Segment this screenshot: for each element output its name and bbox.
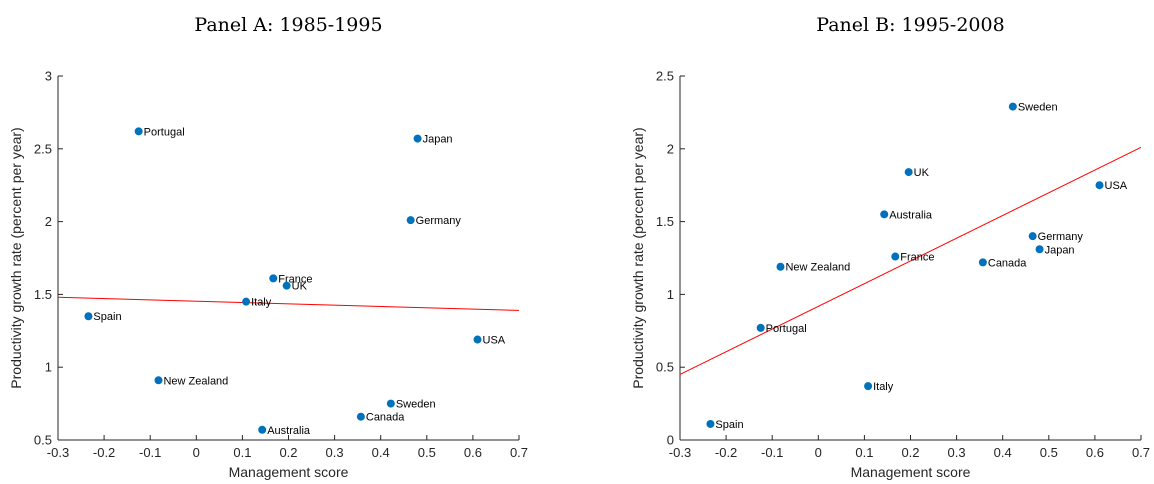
chart-title: Panel B: 1995-2008 xyxy=(816,14,1004,36)
data-point xyxy=(978,258,987,267)
x-tick-label: -0.1 xyxy=(761,445,783,460)
data-point xyxy=(904,168,913,177)
point-label: Japan xyxy=(423,134,453,146)
point-label: Italy xyxy=(251,297,272,309)
x-tick-label: 0 xyxy=(815,445,822,460)
data-point xyxy=(473,335,482,344)
y-tick-label: 2.5 xyxy=(656,69,674,84)
data-point xyxy=(1028,232,1037,241)
point-label: Italy xyxy=(873,381,894,393)
point-label: Australia xyxy=(889,209,933,221)
y-tick-label: 3 xyxy=(45,69,52,84)
point-label: New Zealand xyxy=(163,375,228,387)
point-label: USA xyxy=(1105,180,1128,192)
point-label: Germany xyxy=(1038,231,1084,243)
data-point xyxy=(1095,181,1104,190)
point-label: Spain xyxy=(715,419,743,431)
y-tick-label: 1 xyxy=(667,287,674,302)
point-label: Australia xyxy=(267,425,311,437)
x-tick-label: 0.6 xyxy=(1086,445,1104,460)
point-label: Canada xyxy=(366,412,405,424)
point-label: Canada xyxy=(988,257,1027,269)
data-point xyxy=(154,376,163,385)
data-point xyxy=(134,127,143,136)
point-label: Sweden xyxy=(396,399,436,411)
fit-line xyxy=(57,296,520,311)
data-point xyxy=(242,297,251,306)
y-tick-label: 2 xyxy=(667,141,674,156)
data-point xyxy=(880,210,889,219)
y-tick-label: 2 xyxy=(45,214,52,229)
x-tick-label: -0.3 xyxy=(669,445,691,460)
data-point xyxy=(282,281,291,290)
point-label: Portugal xyxy=(766,323,807,335)
data-point xyxy=(706,419,715,428)
x-tick-label: 0.2 xyxy=(279,445,297,460)
x-tick-label: 0.3 xyxy=(948,445,966,460)
x-axis-label: Management score xyxy=(229,464,349,480)
y-axis-label: Productivity growth rate (percent per ye… xyxy=(630,127,646,388)
point-label: Sweden xyxy=(1018,102,1058,114)
x-tick-label: 0.5 xyxy=(418,445,436,460)
x-tick-label: 0.4 xyxy=(994,445,1012,460)
point-label: Germany xyxy=(416,215,462,227)
x-tick-label: 0.5 xyxy=(1040,445,1058,460)
y-tick-label: 0.5 xyxy=(656,360,674,375)
y-tick-label: 0.5 xyxy=(34,433,52,448)
x-tick-label: 0.1 xyxy=(233,445,251,460)
chart-title: Panel A: 1985-1995 xyxy=(194,14,382,36)
x-tick-label: 0.3 xyxy=(326,445,344,460)
chart-panel-b: Panel B: 1995-2008 -0.3 -0.2 -0.1 0 0.1 0.2 0.3… xyxy=(630,14,1150,480)
y-tick-label: 1.5 xyxy=(34,287,52,302)
point-label: UK xyxy=(914,167,930,179)
x-tick-label: 0.4 xyxy=(372,445,390,460)
data-point xyxy=(1035,245,1044,254)
x-tick-label: -0.1 xyxy=(139,445,161,460)
data-point xyxy=(269,274,278,283)
x-tick-label: -0.2 xyxy=(715,445,737,460)
point-label: New Zealand xyxy=(785,262,850,274)
x-tick-label: -0.2 xyxy=(93,445,115,460)
y-tick-label: 1 xyxy=(45,360,52,375)
y-tick-label: 2.5 xyxy=(34,141,52,156)
data-point xyxy=(413,134,422,143)
point-label: Japan xyxy=(1045,244,1075,256)
chart-panel-a: Panel A: 1985-1995 -0.3 -0.2 -0.1 0 0.1 0.2 0.3… xyxy=(8,14,528,480)
fit-line xyxy=(679,146,1142,375)
y-tick-label: 0 xyxy=(667,433,674,448)
data-point xyxy=(258,425,267,434)
x-tick-label: 0.2 xyxy=(901,445,919,460)
point-label: Spain xyxy=(93,311,121,323)
x-tick-label: -0.3 xyxy=(47,445,69,460)
x-axis-label: Management score xyxy=(851,464,971,480)
x-tick-label: 0 xyxy=(193,445,200,460)
data-point xyxy=(864,382,873,391)
x-tick-label: 0.7 xyxy=(510,445,528,460)
data-point xyxy=(84,312,93,321)
data-point xyxy=(1008,102,1017,111)
y-axis-label: Productivity growth rate (percent per ye… xyxy=(8,127,24,388)
point-label: France xyxy=(900,252,934,264)
point-label: USA xyxy=(483,335,506,347)
data-point xyxy=(356,412,365,421)
data-point xyxy=(776,262,785,271)
x-tick-label: 0.7 xyxy=(1132,445,1150,460)
point-label: UK xyxy=(292,281,308,293)
x-tick-label: 0.1 xyxy=(855,445,873,460)
x-tick-label: 0.6 xyxy=(464,445,482,460)
data-point xyxy=(756,323,765,332)
y-tick-label: 1.5 xyxy=(656,214,674,229)
data-point xyxy=(406,216,415,225)
data-point xyxy=(386,399,395,408)
data-point xyxy=(891,252,900,261)
point-label: Portugal xyxy=(144,126,185,138)
